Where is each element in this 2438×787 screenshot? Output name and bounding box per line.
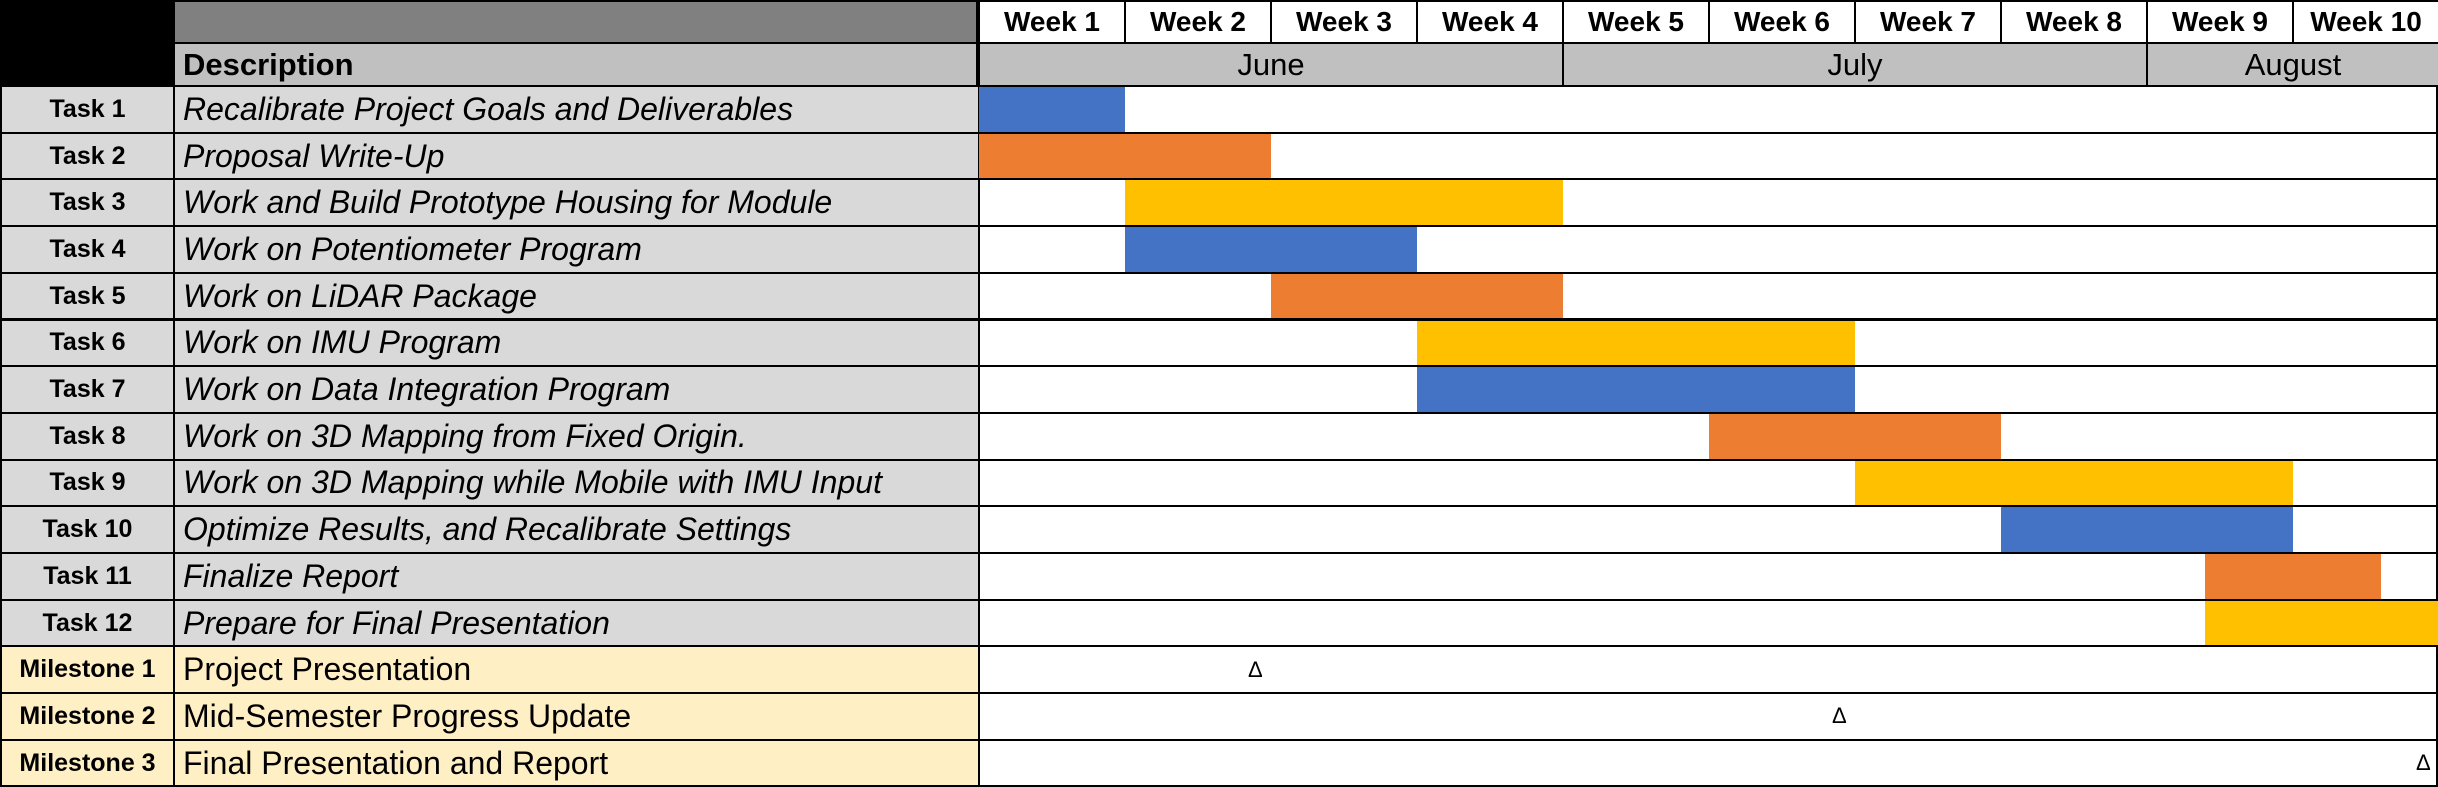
gantt-bar xyxy=(2205,600,2438,646)
task-label: Task 3 xyxy=(0,178,175,228)
gantt-bar xyxy=(1709,413,2001,459)
milestone-marker: Δ xyxy=(1248,656,1263,682)
week-header-4: Week 4 xyxy=(1416,0,1564,44)
task-timeline-row xyxy=(978,271,2438,321)
gantt-bar xyxy=(1417,320,1855,366)
task-label: Task 5 xyxy=(0,271,175,321)
task-description: Work on IMU Program xyxy=(173,318,980,368)
header-spacer xyxy=(173,0,978,44)
task-label: Task 1 xyxy=(0,85,175,134)
task-timeline-row xyxy=(978,85,2438,134)
milestone-marker: Δ xyxy=(1832,703,1847,729)
task-label: Task 4 xyxy=(0,225,175,274)
task-description: Work on 3D Mapping from Fixed Origin. xyxy=(173,411,980,461)
gantt-bar xyxy=(1125,180,1563,226)
task-description: Work on 3D Mapping while Mobile with IMU… xyxy=(173,458,980,508)
task-timeline-row xyxy=(978,552,2438,601)
task-label: Task 10 xyxy=(0,505,175,554)
description-header: Description xyxy=(173,42,978,87)
milestone-label: Milestone 3 xyxy=(0,738,175,787)
task-description: Optimize Results, and Recalibrate Settin… xyxy=(173,505,980,554)
milestone-description: Project Presentation xyxy=(173,645,980,695)
week-header-7: Week 7 xyxy=(1854,0,2002,44)
week-header-3: Week 3 xyxy=(1270,0,1418,44)
task-label: Task 6 xyxy=(0,318,175,368)
gantt-bar xyxy=(1125,227,1417,272)
task-description: Work on Data Integration Program xyxy=(173,365,980,414)
week-header-9: Week 9 xyxy=(2146,0,2294,44)
week-header-2: Week 2 xyxy=(1124,0,1272,44)
milestone-timeline-row xyxy=(978,738,2438,787)
task-description: Work on Potentiometer Program xyxy=(173,225,980,274)
milestone-timeline-row xyxy=(978,645,2438,695)
task-description: Work and Build Prototype Housing for Mod… xyxy=(173,178,980,228)
task-description: Recalibrate Project Goals and Deliverabl… xyxy=(173,85,980,134)
gantt-bar xyxy=(1271,273,1563,319)
corner-block xyxy=(0,0,173,85)
task-label: Task 12 xyxy=(0,598,175,648)
task-description: Proposal Write-Up xyxy=(173,131,980,181)
week-header-1: Week 1 xyxy=(978,0,1126,44)
gantt-bar xyxy=(979,133,1271,179)
gantt-bar xyxy=(1417,367,1855,412)
milestone-description: Mid-Semester Progress Update xyxy=(173,692,980,741)
task-timeline-row xyxy=(978,598,2438,648)
month-header-july: July xyxy=(1562,42,2148,87)
task-label: Task 9 xyxy=(0,458,175,508)
month-header-june: June xyxy=(978,42,1564,87)
milestone-label: Milestone 1 xyxy=(0,645,175,695)
task-label: Task 7 xyxy=(0,365,175,414)
milestone-description: Final Presentation and Report xyxy=(173,738,980,787)
task-description: Prepare for Final Presentation xyxy=(173,598,980,648)
task-description: Finalize Report xyxy=(173,552,980,601)
gantt-bar xyxy=(2205,554,2381,599)
month-header-august: August xyxy=(2146,42,2438,87)
gantt-bar xyxy=(1855,460,2293,506)
gantt-bar xyxy=(2001,507,2293,552)
milestone-label: Milestone 2 xyxy=(0,692,175,741)
milestone-marker: Δ xyxy=(2416,750,2431,776)
gantt-bar xyxy=(979,87,1125,132)
task-label: Task 8 xyxy=(0,411,175,461)
week-header-10: Week 10 xyxy=(2292,0,2438,44)
week-header-6: Week 6 xyxy=(1708,0,1856,44)
milestone-timeline-row xyxy=(978,692,2438,741)
task-timeline-row xyxy=(978,411,2438,461)
week-header-8: Week 8 xyxy=(2000,0,2148,44)
week-header-5: Week 5 xyxy=(1562,0,1710,44)
task-label: Task 2 xyxy=(0,131,175,181)
task-description: Work on LiDAR Package xyxy=(173,271,980,321)
task-label: Task 11 xyxy=(0,552,175,601)
